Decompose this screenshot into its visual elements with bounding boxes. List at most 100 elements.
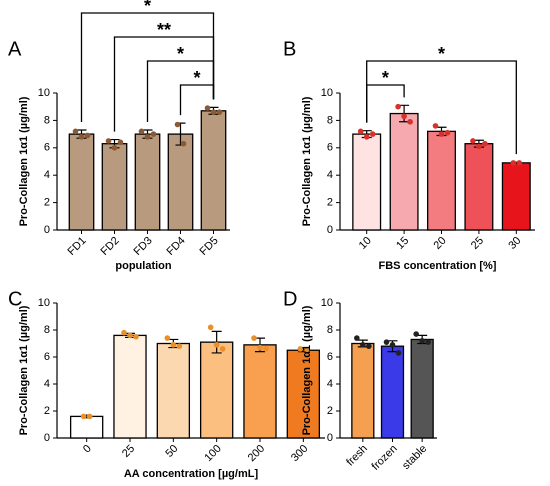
data-point <box>510 160 517 166</box>
data-point <box>176 343 183 350</box>
bar <box>199 341 234 439</box>
x-axis-label: AA concentration [µg/mL] <box>124 468 259 480</box>
x-tick-label: FD5 <box>197 235 220 258</box>
data-point <box>105 138 112 144</box>
x-tick-label: 15 <box>394 235 411 252</box>
y-tick-label: 4 <box>44 169 50 181</box>
data-point <box>207 324 214 331</box>
bar <box>68 133 95 231</box>
bar <box>427 130 456 231</box>
data-point <box>210 109 217 115</box>
data-point <box>425 339 431 345</box>
y-tick-label: 10 <box>38 297 50 309</box>
bar <box>380 345 405 439</box>
significance-bracket <box>146 60 215 122</box>
data-point <box>72 128 79 135</box>
bar <box>410 338 434 439</box>
y-tick-label: 2 <box>327 197 333 209</box>
bar <box>389 112 419 231</box>
x-tick-label: 30 <box>506 235 523 252</box>
chart-panel: D Pro-Collagen 1α1 (µg/ml) 0 2 4 6 8 10 fresh fro… <box>283 288 437 473</box>
data-point <box>516 160 523 166</box>
y-axis-label: Pro-Collagen 1α1 (µg/ml) <box>18 96 30 226</box>
significance-label: * <box>144 0 151 16</box>
data-point <box>121 329 127 336</box>
x-tick-label: 25 <box>120 443 137 460</box>
data-point <box>78 134 85 140</box>
x-tick-label: FD4 <box>164 235 187 258</box>
bar <box>464 143 494 231</box>
y-tick-label: 2 <box>44 405 50 417</box>
bar <box>69 415 104 439</box>
x-tick-label: 20 <box>432 235 449 252</box>
y-tick-label: 8 <box>44 114 50 126</box>
data-point <box>476 143 482 150</box>
y-tick-label: 0 <box>44 224 50 236</box>
data-point <box>444 129 451 136</box>
y-tick-label: 6 <box>327 351 333 363</box>
data-point <box>263 346 269 352</box>
x-tick-label: FD2 <box>98 235 121 258</box>
significance-label: * <box>177 44 184 64</box>
x-axis-label: FBS concentration [%] <box>379 260 497 272</box>
x-tick-label: frozen <box>370 443 400 473</box>
data-point <box>438 131 445 137</box>
data-point <box>204 105 211 111</box>
bar <box>156 342 191 439</box>
data-point <box>216 109 223 115</box>
data-point <box>219 346 226 352</box>
y-tick-label: 6 <box>44 351 50 363</box>
data-point <box>363 134 370 140</box>
data-point <box>213 342 220 348</box>
y-tick-label: 4 <box>327 378 333 390</box>
bar <box>200 110 227 231</box>
y-tick-label: 2 <box>44 197 50 209</box>
data-point <box>111 145 118 151</box>
bar <box>101 143 128 231</box>
data-point <box>84 132 91 139</box>
y-tick-label: 8 <box>327 114 333 126</box>
y-tick-label: 0 <box>44 432 50 444</box>
data-point <box>144 134 151 140</box>
significance-label: * <box>193 68 200 88</box>
data-point <box>354 335 360 341</box>
bar <box>351 342 375 439</box>
bar <box>134 133 161 231</box>
data-point <box>357 128 364 135</box>
data-point <box>383 339 390 345</box>
panel-label: C <box>8 288 22 310</box>
data-point <box>86 413 93 420</box>
x-tick-label: stable <box>400 443 429 472</box>
y-tick-label: 0 <box>327 224 333 236</box>
significance-label: * <box>438 44 445 64</box>
y-tick-label: 2 <box>327 405 333 417</box>
x-tick-label: 50 <box>163 443 180 460</box>
y-tick-label: 6 <box>327 142 333 154</box>
y-tick-label: 10 <box>321 297 333 309</box>
x-tick-label: 25 <box>469 235 486 252</box>
x-tick-label: 200 <box>246 443 267 464</box>
data-point <box>80 413 87 420</box>
data-point <box>251 335 257 341</box>
panel-label: A <box>8 38 22 60</box>
data-point <box>419 338 425 344</box>
y-axis-label: Pro-Collagen 1α1 (µg/ml) <box>301 305 313 435</box>
significance-bracket <box>179 84 215 116</box>
y-tick-label: 10 <box>38 87 50 99</box>
bar <box>352 133 382 231</box>
data-point <box>470 138 476 144</box>
data-point <box>366 343 372 350</box>
y-tick-label: 0 <box>327 432 333 444</box>
data-point <box>180 140 187 147</box>
data-point <box>297 346 304 352</box>
bar <box>501 162 531 231</box>
bar <box>167 133 194 231</box>
x-tick-label: 0 <box>81 443 94 456</box>
data-point <box>170 342 177 348</box>
data-point <box>395 103 401 110</box>
y-tick-label: 4 <box>327 169 333 181</box>
data-point <box>401 113 407 120</box>
data-point <box>174 121 181 128</box>
data-point <box>389 342 396 348</box>
